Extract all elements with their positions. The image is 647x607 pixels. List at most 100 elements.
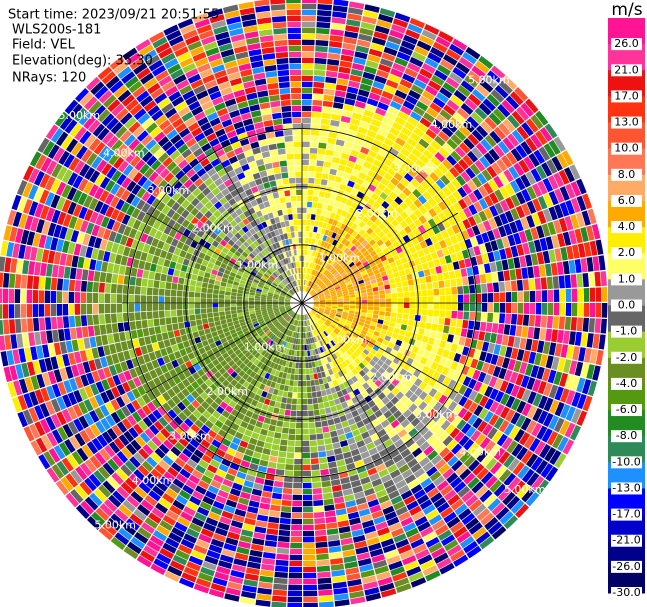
gate bbox=[315, 342, 319, 349]
gate bbox=[176, 309, 183, 317]
gate bbox=[521, 403, 532, 417]
gate bbox=[20, 274, 28, 289]
gate bbox=[256, 440, 265, 448]
gate bbox=[404, 330, 412, 338]
gate bbox=[343, 393, 351, 401]
gate bbox=[303, 548, 316, 555]
gate bbox=[294, 458, 302, 465]
gate bbox=[485, 475, 498, 489]
gate bbox=[390, 162, 400, 172]
gate bbox=[483, 263, 491, 274]
gate bbox=[271, 394, 278, 401]
gate bbox=[320, 359, 326, 366]
gate bbox=[542, 250, 551, 264]
gate bbox=[271, 492, 282, 500]
gate bbox=[345, 431, 354, 440]
gate bbox=[323, 161, 332, 168]
gate bbox=[354, 330, 361, 336]
gate bbox=[308, 237, 312, 244]
gate bbox=[327, 52, 341, 60]
gate bbox=[393, 533, 407, 543]
gate bbox=[414, 258, 422, 266]
gate bbox=[248, 297, 255, 301]
gate bbox=[563, 167, 576, 183]
gate bbox=[20, 304, 27, 318]
gate bbox=[404, 67, 418, 78]
gate bbox=[587, 208, 597, 225]
gate bbox=[487, 303, 494, 313]
gate bbox=[292, 362, 296, 369]
gate bbox=[313, 511, 325, 519]
gate bbox=[553, 289, 560, 302]
gate bbox=[325, 443, 334, 451]
gate bbox=[104, 303, 111, 314]
gate bbox=[308, 165, 316, 172]
gate bbox=[287, 596, 302, 603]
gate bbox=[335, 139, 345, 147]
gate bbox=[486, 282, 494, 293]
gate bbox=[75, 268, 83, 280]
gate bbox=[577, 303, 584, 317]
gate bbox=[582, 272, 589, 288]
gate bbox=[331, 306, 338, 309]
gate bbox=[501, 357, 511, 369]
gate bbox=[271, 595, 287, 602]
gate bbox=[337, 349, 344, 356]
gate bbox=[375, 463, 387, 473]
gate bbox=[328, 341, 334, 348]
gate bbox=[225, 291, 231, 296]
gate bbox=[309, 434, 317, 441]
gate bbox=[315, 288, 321, 293]
gate bbox=[370, 452, 381, 462]
gate bbox=[318, 308, 325, 312]
gate bbox=[321, 112, 332, 120]
gate bbox=[392, 95, 405, 105]
gate bbox=[468, 192, 478, 204]
gate bbox=[361, 299, 368, 303]
gate bbox=[107, 333, 115, 345]
gate bbox=[331, 232, 337, 239]
gate bbox=[397, 428, 408, 439]
gate bbox=[255, 599, 271, 607]
gate bbox=[317, 360, 323, 367]
gate bbox=[325, 307, 331, 311]
gate bbox=[429, 171, 440, 182]
gate bbox=[338, 279, 345, 284]
gate bbox=[586, 333, 594, 348]
gate bbox=[457, 407, 468, 419]
gate bbox=[320, 209, 327, 216]
gate bbox=[556, 329, 564, 344]
gate bbox=[479, 489, 493, 503]
gate bbox=[443, 511, 457, 524]
gate bbox=[493, 447, 506, 461]
gate bbox=[312, 316, 317, 322]
gate bbox=[327, 230, 334, 238]
gate bbox=[213, 284, 220, 290]
gate bbox=[441, 126, 454, 138]
gate bbox=[433, 354, 442, 364]
gate bbox=[195, 281, 203, 288]
gate bbox=[437, 201, 448, 211]
gate bbox=[128, 285, 135, 295]
gate bbox=[331, 269, 338, 275]
gate bbox=[426, 160, 437, 171]
gate bbox=[146, 311, 153, 320]
gate bbox=[576, 178, 587, 195]
gate bbox=[369, 472, 380, 482]
gate bbox=[317, 372, 323, 379]
gate bbox=[330, 324, 336, 329]
gate bbox=[347, 235, 355, 243]
gate bbox=[269, 400, 276, 407]
gate bbox=[302, 404, 308, 411]
gate bbox=[315, 172, 323, 179]
gate bbox=[426, 466, 438, 477]
gate bbox=[583, 287, 590, 302]
gate bbox=[468, 459, 480, 472]
gate bbox=[467, 216, 477, 227]
gate bbox=[411, 251, 419, 260]
gate bbox=[32, 304, 39, 318]
gate bbox=[341, 361, 348, 368]
gate bbox=[351, 222, 358, 230]
gate bbox=[201, 282, 209, 288]
gate bbox=[368, 542, 382, 552]
